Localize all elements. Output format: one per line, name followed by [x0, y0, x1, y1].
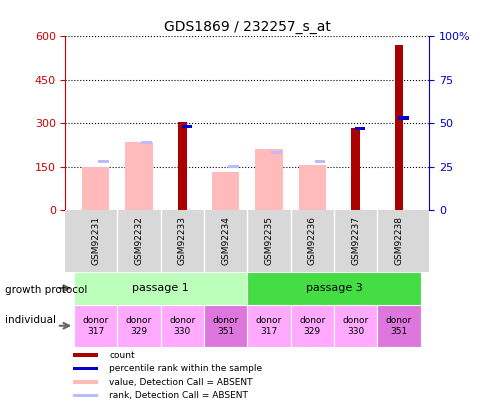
- Bar: [394, 45, 402, 210]
- Text: GSM92231: GSM92231: [91, 216, 100, 265]
- Text: GSM92236: GSM92236: [307, 216, 316, 265]
- Text: donor
317: donor 317: [256, 315, 282, 336]
- Bar: [182, 125, 192, 128]
- Text: percentile rank within the sample: percentile rank within the sample: [109, 364, 262, 373]
- Bar: [247, 272, 420, 305]
- Bar: [351, 128, 359, 210]
- Bar: [314, 160, 324, 163]
- Bar: [377, 305, 420, 347]
- Text: donor
329: donor 329: [299, 315, 325, 336]
- Bar: [290, 305, 333, 347]
- Bar: [98, 160, 108, 163]
- Text: GSM92238: GSM92238: [393, 216, 403, 265]
- Bar: [255, 149, 282, 210]
- Bar: [298, 165, 325, 210]
- Bar: [117, 305, 160, 347]
- Bar: [160, 305, 204, 347]
- Bar: [82, 166, 109, 210]
- Text: individual: individual: [5, 315, 56, 325]
- Text: donor
351: donor 351: [385, 315, 411, 336]
- Text: value, Detection Call = ABSENT: value, Detection Call = ABSENT: [109, 377, 252, 386]
- Text: GSM92232: GSM92232: [135, 216, 143, 265]
- Bar: [333, 305, 377, 347]
- Bar: [212, 173, 239, 210]
- Text: donor
330: donor 330: [169, 315, 195, 336]
- Text: GSM92237: GSM92237: [350, 216, 359, 265]
- Bar: [74, 305, 117, 347]
- Text: passage 1: passage 1: [132, 283, 189, 293]
- Text: GSM92234: GSM92234: [221, 216, 230, 265]
- Bar: [227, 165, 238, 168]
- Text: donor
317: donor 317: [82, 315, 109, 336]
- Bar: [73, 367, 98, 371]
- Text: passage 3: passage 3: [305, 283, 362, 293]
- Text: donor
330: donor 330: [342, 315, 368, 336]
- Bar: [271, 151, 281, 154]
- Bar: [74, 272, 247, 305]
- Bar: [397, 116, 408, 120]
- Text: donor
329: donor 329: [126, 315, 152, 336]
- Bar: [125, 142, 152, 210]
- Text: rank, Detection Call = ABSENT: rank, Detection Call = ABSENT: [109, 391, 247, 400]
- Bar: [73, 380, 98, 384]
- Bar: [73, 394, 98, 397]
- Title: GDS1869 / 232257_s_at: GDS1869 / 232257_s_at: [164, 20, 330, 34]
- Bar: [204, 305, 247, 347]
- Bar: [73, 353, 98, 357]
- Text: donor
351: donor 351: [212, 315, 238, 336]
- Text: GSM92233: GSM92233: [178, 216, 186, 265]
- Text: GSM92235: GSM92235: [264, 216, 273, 265]
- Bar: [141, 141, 151, 144]
- Text: count: count: [109, 351, 135, 360]
- Bar: [354, 127, 365, 130]
- Text: growth protocol: growth protocol: [5, 285, 87, 294]
- Bar: [178, 122, 186, 210]
- Bar: [247, 305, 290, 347]
